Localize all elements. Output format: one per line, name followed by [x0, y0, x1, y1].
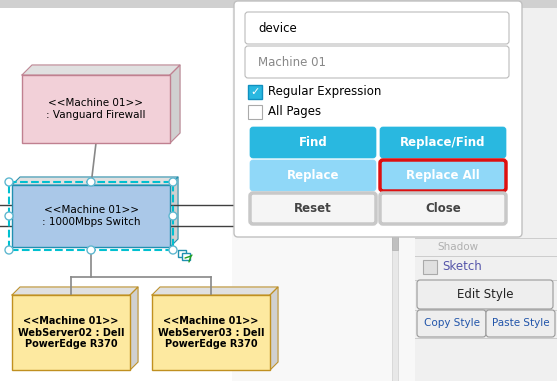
Bar — [248, 85, 262, 99]
Bar — [232, 0, 415, 381]
Text: Replace/Find: Replace/Find — [400, 136, 486, 149]
FancyBboxPatch shape — [245, 12, 509, 44]
FancyBboxPatch shape — [417, 310, 486, 337]
Text: Find: Find — [299, 136, 328, 149]
Polygon shape — [170, 65, 180, 143]
Bar — [22, 75, 170, 143]
Text: <<Machine 01>>
WebServer02 : Dell
PowerEdge R370: <<Machine 01>> WebServer02 : Dell PowerE… — [18, 316, 124, 349]
Bar — [423, 260, 437, 274]
Bar — [9, 182, 173, 250]
Text: Paste Style: Paste Style — [492, 319, 549, 328]
Polygon shape — [270, 287, 278, 370]
Text: device: device — [258, 21, 297, 35]
FancyBboxPatch shape — [486, 310, 555, 337]
Bar — [152, 295, 270, 370]
Circle shape — [169, 212, 177, 220]
FancyBboxPatch shape — [380, 193, 506, 224]
Bar — [248, 105, 262, 119]
Circle shape — [5, 178, 13, 186]
Polygon shape — [130, 287, 138, 370]
Text: <<Machine 01>>
WebServer03 : Dell
PowerEdge R370: <<Machine 01>> WebServer03 : Dell PowerE… — [158, 316, 264, 349]
Bar — [0, 0, 232, 381]
Polygon shape — [12, 177, 178, 185]
Bar — [182, 253, 190, 260]
Text: Replace All: Replace All — [406, 169, 480, 182]
Bar — [415, 0, 557, 381]
Polygon shape — [152, 287, 278, 295]
Bar — [178, 250, 186, 257]
FancyBboxPatch shape — [234, 1, 522, 237]
Text: Sketch: Sketch — [442, 261, 482, 274]
Text: Close: Close — [425, 202, 461, 215]
Text: Copy Style: Copy Style — [423, 319, 480, 328]
Text: ✓: ✓ — [250, 87, 260, 97]
Polygon shape — [170, 177, 178, 247]
Bar — [0, 0, 557, 8]
FancyBboxPatch shape — [250, 127, 376, 158]
Text: Reset: Reset — [294, 202, 332, 215]
Circle shape — [169, 246, 177, 254]
Text: Machine 01: Machine 01 — [258, 56, 326, 69]
Circle shape — [5, 212, 13, 220]
Circle shape — [87, 178, 95, 186]
FancyBboxPatch shape — [250, 193, 376, 224]
Polygon shape — [22, 65, 180, 75]
Bar — [12, 185, 170, 247]
Bar — [392, 220, 398, 250]
Text: <<Machine 01>>
: Vanguard Firewall: <<Machine 01>> : Vanguard Firewall — [46, 98, 146, 120]
Circle shape — [169, 178, 177, 186]
FancyBboxPatch shape — [245, 46, 509, 78]
Text: Replace: Replace — [287, 169, 339, 182]
Polygon shape — [12, 287, 138, 295]
Bar — [392, 0, 398, 381]
FancyBboxPatch shape — [417, 280, 553, 309]
Bar — [240, 7, 520, 235]
Circle shape — [5, 246, 13, 254]
Circle shape — [87, 246, 95, 254]
Text: Edit Style: Edit Style — [457, 288, 513, 301]
FancyBboxPatch shape — [380, 127, 506, 158]
Text: Regular Expression: Regular Expression — [268, 85, 382, 99]
FancyBboxPatch shape — [250, 160, 376, 191]
Text: <<Machine 01>>
: 1000Mbps Switch: <<Machine 01>> : 1000Mbps Switch — [42, 205, 140, 227]
Bar — [12, 295, 130, 370]
FancyBboxPatch shape — [380, 160, 506, 191]
Text: Shadow: Shadow — [437, 242, 478, 252]
Text: All Pages: All Pages — [268, 106, 321, 118]
